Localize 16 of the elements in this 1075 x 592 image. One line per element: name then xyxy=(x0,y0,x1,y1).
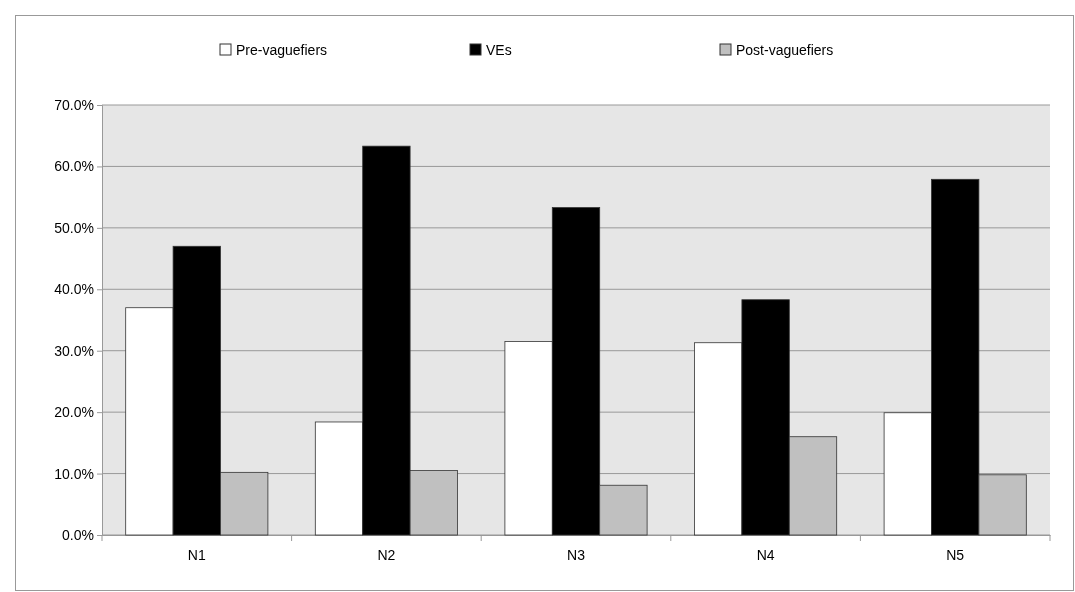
y-tick-label: 20.0% xyxy=(54,404,94,421)
y-tick-label: 70.0% xyxy=(54,96,94,113)
legend-label: Pre-vaguefiers xyxy=(236,42,328,58)
y-tick-label: 40.0% xyxy=(54,281,94,298)
y-tick-label: 50.0% xyxy=(54,219,94,236)
x-tick-label: N4 xyxy=(756,547,775,564)
y-tick-label: 60.0% xyxy=(54,158,94,175)
y-tick-label: 0.0% xyxy=(62,526,94,543)
legend-label: VEs xyxy=(486,42,512,58)
y-tick-label: 30.0% xyxy=(54,342,94,359)
x-tick-label: N3 xyxy=(567,547,586,564)
x-tick-label: N5 xyxy=(946,547,965,564)
legend-label: Post-vaguefiers xyxy=(736,42,834,58)
y-tick-label: 10.0% xyxy=(54,465,94,482)
x-tick-label: N2 xyxy=(377,547,396,564)
x-tick-label: N1 xyxy=(187,547,206,564)
